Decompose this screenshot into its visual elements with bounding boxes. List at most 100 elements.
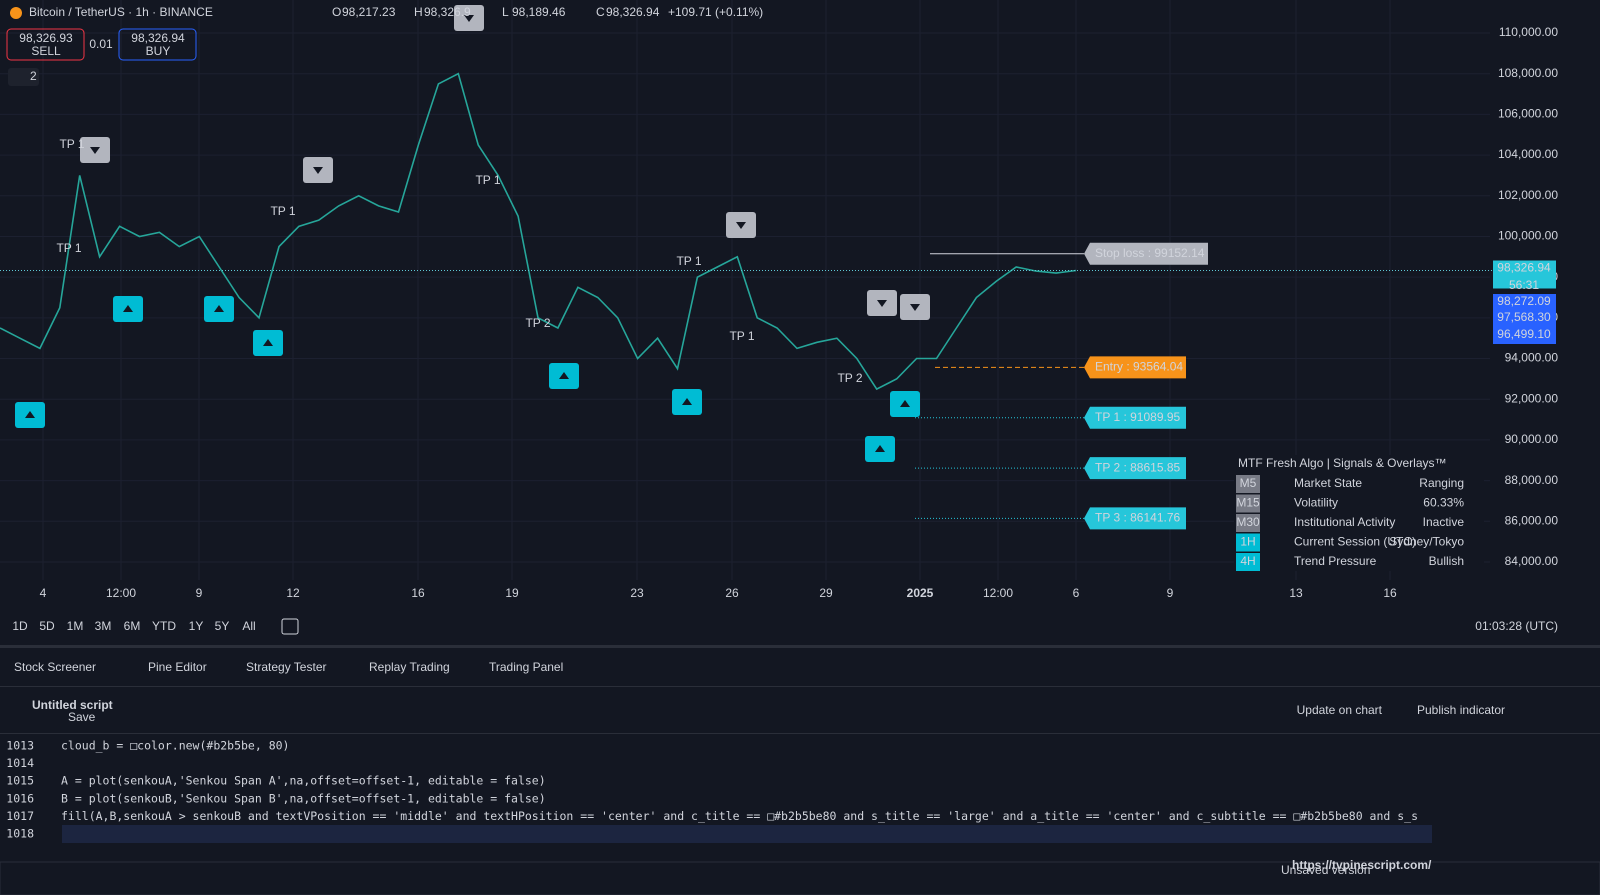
table-cell: M15 [1236, 496, 1260, 510]
y-tick-label: 102,000.00 [1498, 188, 1558, 202]
table-header: Fresh Algo | Signals & Overlays™ [1266, 456, 1447, 470]
table-cell: 60.33% [1423, 496, 1464, 510]
script-name[interactable]: Untitled script [32, 698, 113, 712]
range-button[interactable]: 1D [12, 619, 28, 633]
panel-tab[interactable]: Trading Panel [489, 660, 563, 674]
sell-button[interactable] [6, 28, 85, 61]
ohlc-key: L [502, 5, 509, 19]
current-line [62, 825, 1432, 843]
sell-price[interactable]: 98,326.93 [19, 31, 73, 45]
arrow-up [25, 411, 35, 418]
table-cell: M30 [1236, 515, 1260, 529]
y-tick-label: 108,000.00 [1498, 66, 1558, 80]
x-tick-label: 29 [819, 586, 833, 600]
arrow-down [736, 222, 746, 229]
tf-cell [1236, 553, 1260, 571]
y-tick-label: 92,000.00 [1505, 391, 1559, 405]
price-change: +109.71 (+0.11%) [668, 5, 763, 19]
level-label: TP 3 : 86141.76 [1095, 511, 1181, 525]
quantity: 0.01 [89, 37, 113, 51]
range-button[interactable]: YTD [152, 619, 176, 633]
table-cell: 4H [1240, 554, 1255, 568]
price-tag-label: 97,568.30 [1497, 310, 1551, 324]
x-tick-label: 6 [1073, 586, 1080, 600]
y-tick-label: 86,000.00 [1505, 513, 1559, 527]
buy-label[interactable]: BUY [146, 44, 171, 58]
range-button[interactable]: 6M [124, 619, 141, 633]
panel-tab[interactable]: Pine Editor [148, 660, 207, 674]
level-box [1084, 356, 1186, 379]
panel-tab[interactable]: Replay Trading [369, 660, 450, 674]
update-button[interactable]: Update on chart [1297, 703, 1383, 717]
buy-price[interactable]: 98,326.94 [131, 31, 185, 45]
y-tick-label: 90,000.00 [1505, 432, 1559, 446]
buy-button[interactable] [118, 28, 197, 61]
level-box [1084, 507, 1186, 530]
x-tick-label: 16 [1383, 586, 1397, 600]
x-tick-label: 4 [40, 586, 47, 600]
arrow-up [875, 445, 885, 452]
range-button[interactable]: 1Y [189, 619, 204, 633]
range-button[interactable]: 3M [95, 619, 112, 633]
indicator-toggle[interactable] [8, 68, 39, 86]
tf-cell [1236, 533, 1260, 552]
x-tick-label: 12:00 [106, 586, 136, 600]
range-button[interactable]: 1M [67, 619, 84, 633]
x-tick-label: 19 [505, 586, 519, 600]
line-number: 1015 [6, 774, 34, 788]
level-label: Entry : 93564.04 [1095, 360, 1183, 374]
panel-tab[interactable]: Stock Screener [14, 660, 96, 674]
y-tick-label: 106,000.00 [1498, 107, 1558, 121]
sell-label[interactable]: SELL [31, 44, 61, 58]
table-cell: Institutional Activity [1294, 515, 1395, 529]
status-bar [0, 861, 1600, 895]
x-tick-label: 16 [411, 586, 425, 600]
divider [0, 686, 1600, 687]
range-button[interactable]: 5Y [215, 619, 230, 633]
arrow-up [682, 398, 692, 405]
indicator-count[interactable]: 2 [30, 69, 37, 83]
arrow-down [464, 15, 474, 22]
code-line: cloud_b = □color.new(#b2b5be, 80) [61, 739, 289, 753]
ohlc-value: 98,326.94 [606, 5, 660, 19]
tf-cell [1236, 494, 1260, 513]
table-cell: 1H [1240, 535, 1255, 549]
price-tag [1493, 310, 1556, 327]
signal-label: TP 1 [729, 329, 754, 343]
ohlc-value: 98,189.46 [512, 5, 566, 19]
save-label[interactable]: Save [68, 710, 96, 724]
signal-label: TP 2 [525, 316, 550, 330]
date-range-icon[interactable] [281, 618, 299, 635]
ohlc-key: O [332, 5, 341, 19]
line-number: 1016 [6, 791, 34, 805]
arrow-down [90, 147, 100, 154]
signal-label: TP 1 [59, 137, 84, 151]
y-tick-label: 100,000.00 [1498, 229, 1558, 243]
tf-cell [1236, 475, 1260, 493]
range-button[interactable]: All [242, 619, 255, 633]
y-tick-label: 110,000.00 [1499, 25, 1558, 39]
ohlc-value: 98,326.9 [424, 5, 471, 19]
symbol-title: Bitcoin / TetherUS · 1h · BINANCE [29, 5, 213, 19]
table-cell: Sydney/Tokyo [1389, 535, 1464, 549]
signal-label: TP 1 [676, 254, 701, 268]
price-tag [1493, 260, 1556, 289]
table-header: MTF [1238, 456, 1263, 470]
code-line: A = plot(senkouA,'Senkou Span A',na,offs… [61, 774, 546, 788]
divider [0, 733, 1600, 734]
panel-tab[interactable]: Strategy Tester [246, 660, 326, 674]
range-button[interactable]: 5D [39, 619, 55, 633]
divider [0, 645, 1600, 648]
publish-button[interactable]: Publish indicator [1417, 703, 1505, 717]
clock: 01:03:28 (UTC) [1475, 619, 1558, 633]
ohlc-value: 98,217.23 [342, 5, 396, 19]
table-cell: Volatility [1294, 496, 1338, 510]
level-box [1084, 242, 1208, 265]
code-line: fill(A,B,senkouA > senkouB and textVPosi… [61, 809, 1418, 823]
price-tag-label: 98,326.94 [1497, 261, 1551, 275]
y-tick-label: 94,000.00 [1505, 351, 1559, 365]
signal-label: TP 1 [56, 241, 81, 255]
x-tick-label: 23 [630, 586, 644, 600]
y-tick-label: 84,000.00 [1505, 554, 1559, 568]
